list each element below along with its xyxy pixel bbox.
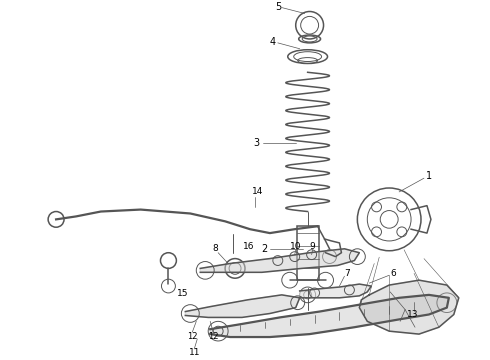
Text: 11: 11 <box>189 348 200 357</box>
Text: 15: 15 <box>176 289 188 298</box>
Text: 12: 12 <box>187 332 197 341</box>
Text: 13: 13 <box>407 310 419 319</box>
Bar <box>297 226 318 280</box>
Text: 9: 9 <box>310 242 316 251</box>
Text: 14: 14 <box>252 188 264 197</box>
Text: 6: 6 <box>390 269 396 278</box>
Text: 5: 5 <box>275 1 281 12</box>
Text: 4: 4 <box>270 37 276 47</box>
Polygon shape <box>359 280 459 334</box>
Polygon shape <box>185 295 300 318</box>
Text: 16: 16 <box>243 242 255 251</box>
Text: 1: 1 <box>426 171 432 181</box>
Text: 2: 2 <box>261 244 267 254</box>
Polygon shape <box>210 295 449 337</box>
Polygon shape <box>300 284 371 298</box>
Polygon shape <box>200 249 359 272</box>
Text: 12: 12 <box>208 332 219 341</box>
Text: 10: 10 <box>290 242 301 251</box>
Text: 8: 8 <box>212 244 218 253</box>
Text: 7: 7 <box>344 269 350 278</box>
Text: 3: 3 <box>253 138 259 148</box>
